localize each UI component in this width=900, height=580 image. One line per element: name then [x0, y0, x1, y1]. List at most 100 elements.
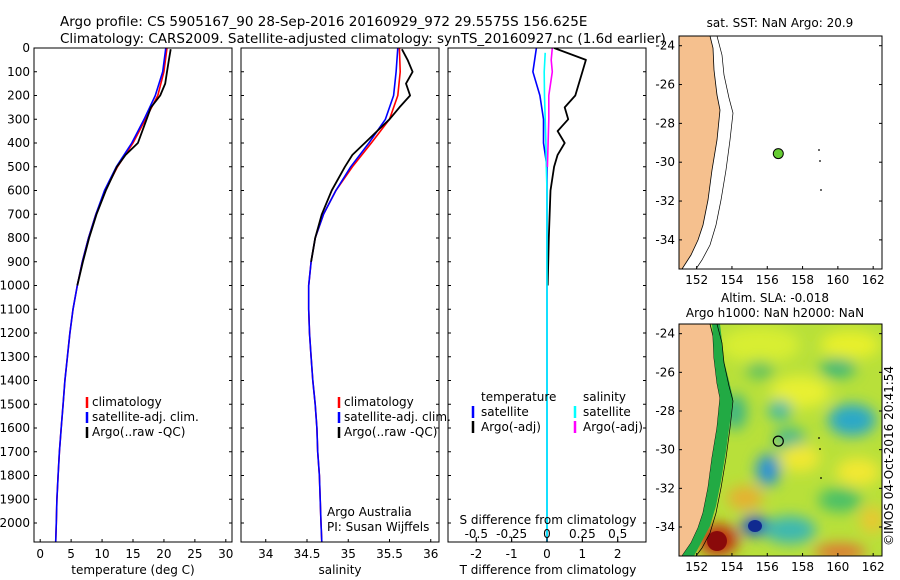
x-tick-label: 0: [543, 547, 551, 561]
sla-map-axes: 152 154 156 158 160 162 -24 -26 -28 -30 -32 -34: [655, 327, 884, 574]
sla-blob: [828, 404, 876, 436]
legend-climatology-label: climatology: [92, 395, 162, 409]
s-tick-label: 0: [543, 527, 551, 541]
s-tick-label: -0.25: [496, 527, 527, 541]
y-tick-label: 1900: [0, 492, 30, 506]
x-tick-label: 0: [36, 547, 44, 561]
island-dot: [819, 160, 821, 162]
map-y-tick-label: -30: [655, 155, 675, 169]
x-tick-label: 2: [614, 547, 622, 561]
x-tick-label: -1: [506, 547, 518, 561]
temperature-xlabel: temperature (deg C): [71, 563, 194, 577]
legend-t-satellite-label: satellite: [481, 405, 529, 419]
map-x-tick-label: 152: [685, 560, 708, 574]
map-x-tick-label: 160: [826, 273, 849, 287]
series-argo: [310, 48, 414, 262]
map-x-tick-label: 162: [862, 273, 885, 287]
map-y-tick-label: -24: [655, 327, 675, 341]
salinity-xlabel: salinity: [318, 563, 361, 577]
island-dot: [818, 149, 820, 151]
sla-blob: [820, 331, 880, 359]
x-tick-label: 25: [187, 547, 202, 561]
x-tick-label: 15: [125, 547, 140, 561]
sla-map-area: [679, 324, 882, 556]
y-tick-label: 1000: [0, 279, 30, 293]
y-tick-label: 200: [7, 89, 30, 103]
legend-argo-label: Argo(..raw -QC): [92, 425, 185, 439]
map-y-tick-label: -32: [655, 194, 675, 208]
series-s-argo-adj-: [546, 48, 554, 167]
salinity-axes: 34 34.5 35 35.5 36: [241, 47, 439, 561]
map-y-tick-label: -26: [655, 365, 675, 379]
sst-map-panel: sat. SST: NaN Argo: 20.9 152 154 156 158 160…: [655, 16, 884, 287]
map-y-tick-label: -34: [655, 233, 675, 247]
s-difference-label: S difference from climatology: [460, 513, 637, 527]
map-y-tick-label: -24: [655, 39, 675, 53]
sla-blob: [836, 458, 880, 486]
sla-blob: [768, 400, 792, 420]
sla-map-panel: Altim. SLA: -0.018 Argo h1000: NaN h2000…: [655, 291, 884, 574]
s-tick-label: -0.5: [465, 527, 488, 541]
y-tick-label: 600: [7, 184, 30, 198]
y-tick-label: 900: [7, 255, 30, 269]
y-tick-label: 800: [7, 231, 30, 245]
sla-map-title-1: Altim. SLA: -0.018: [721, 291, 829, 305]
y-tick-label: 1700: [0, 445, 30, 459]
t-difference-xlabel: T difference from climatology: [459, 563, 637, 577]
sla-map-frame: [678, 323, 883, 557]
island-dot: [820, 189, 822, 191]
difference-axes: -2 -1 0 1 2 -0.5 -0.25 0 0.25 0.5: [448, 47, 646, 561]
temperature-plot-area: [54, 48, 172, 542]
map-x-tick-label: 156: [756, 273, 779, 287]
temperature-panel: 0100200300400500600700800900100011001200…: [0, 41, 233, 577]
x-tick-label: 34.5: [294, 547, 321, 561]
depth-contour: [695, 36, 734, 269]
sst-map-title: sat. SST: NaN Argo: 20.9: [707, 16, 854, 30]
series-satellite: [307, 48, 399, 542]
series-argo: [76, 49, 172, 286]
sla-blob: [820, 358, 856, 378]
map-y-tick-label: -28: [655, 404, 675, 418]
map-y-tick-label: -28: [655, 116, 675, 130]
legend-s-satellite-label: satellite: [583, 405, 631, 419]
legend-s-argo-label: Argo(-adj): [583, 420, 643, 434]
sla-blob: [860, 506, 882, 534]
map-y-tick-label: -26: [655, 78, 675, 92]
sla-blob: [727, 486, 763, 510]
sla-blob: [756, 454, 780, 486]
x-tick-label: 5: [67, 547, 75, 561]
map-y-tick-label: -30: [655, 443, 675, 457]
x-tick-label: 1: [579, 547, 587, 561]
sla-blob: [746, 361, 774, 379]
y-tick-label: 2000: [0, 516, 30, 530]
temperature-legend: climatology satellite-adj. clim. Argo(..…: [85, 395, 199, 439]
temperature-axes: 0100200300400500600700800900100011001200…: [0, 41, 233, 561]
x-tick-label: -2: [470, 547, 482, 561]
legend-satellite-label: satellite-adj. clim.: [92, 410, 199, 424]
argo-float-marker: [772, 435, 784, 447]
header-line-2: Climatology: CARS2009. Satellite-adjuste…: [60, 31, 666, 47]
legend-argo-label: Argo(..raw -QC): [344, 425, 437, 439]
series-s-satellite: [543, 52, 548, 542]
sla-blob: [818, 488, 862, 512]
x-tick-label: 35: [341, 547, 356, 561]
s-tick-label: 0.5: [608, 527, 627, 541]
sla-blob: [814, 544, 866, 556]
x-tick-label: 10: [94, 547, 109, 561]
y-tick-label: 0: [22, 41, 30, 55]
y-tick-label: 1200: [0, 326, 30, 340]
map-x-tick-label: 158: [791, 273, 814, 287]
credit-text: Argo Australia: [327, 505, 412, 519]
x-tick-label: 30: [218, 547, 233, 561]
depth-contour: [695, 324, 734, 556]
map-x-tick-label: 162: [862, 560, 885, 574]
salinity-legend: climatology satellite-adj. clim. Argo(..…: [337, 395, 451, 439]
map-x-tick-label: 160: [826, 560, 849, 574]
y-tick-label: 400: [7, 136, 30, 150]
sla-field-blobs: [698, 327, 882, 556]
sla-blob: [780, 444, 820, 472]
y-tick-label: 1400: [0, 374, 30, 388]
island-dot: [819, 448, 821, 450]
island-dot: [820, 477, 822, 479]
series-t-argo-adj-: [546, 48, 587, 286]
